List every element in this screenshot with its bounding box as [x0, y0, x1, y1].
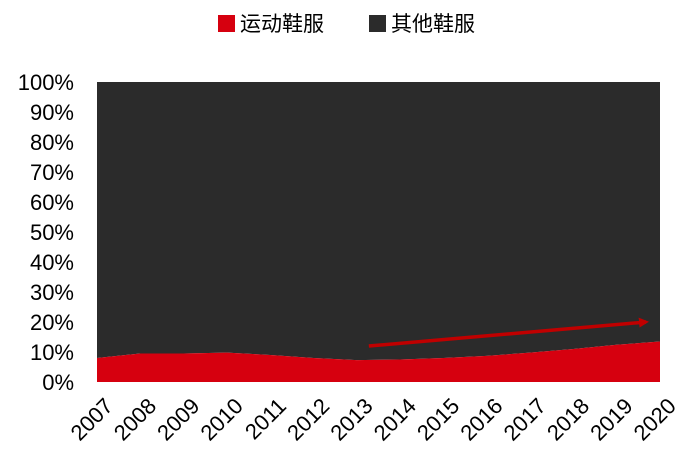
- legend-label-other: 其他鞋服: [391, 13, 475, 36]
- x-tick-label: 2012: [282, 393, 334, 445]
- x-axis: 2007200820092010201120122013201420152016…: [66, 393, 675, 445]
- y-tick-label: 100%: [18, 70, 74, 95]
- x-tick-label: 2020: [629, 393, 675, 445]
- x-tick-label: 2018: [542, 393, 594, 445]
- x-tick-label: 2016: [455, 393, 507, 445]
- legend-swatch-sport: [218, 15, 235, 32]
- plot-area: [97, 82, 660, 382]
- annotation-layer: [368, 317, 649, 348]
- y-tick-label: 30%: [30, 280, 74, 305]
- legend-label-sport: 运动鞋服: [240, 13, 324, 36]
- area-series-1: [97, 82, 660, 361]
- x-tick-label: 2008: [109, 393, 161, 445]
- x-tick-label: 2009: [152, 393, 204, 445]
- x-tick-label: 2011: [240, 393, 291, 444]
- x-tick-label: 2013: [325, 393, 377, 445]
- legend-swatch-other: [369, 15, 386, 32]
- y-tick-label: 80%: [30, 130, 74, 155]
- area-series-0: [97, 341, 660, 382]
- trend-arrow: [368, 317, 649, 348]
- y-tick-label: 60%: [30, 190, 74, 215]
- x-tick-label: 2007: [66, 393, 118, 445]
- y-tick-label: 40%: [30, 250, 74, 275]
- y-axis: 0% 10% 20% 30% 40% 50% 60% 70% 80% 90% 100%: [18, 70, 74, 395]
- y-tick-label: 20%: [30, 310, 74, 335]
- y-tick-label: 0%: [42, 370, 74, 395]
- y-tick-label: 90%: [30, 100, 74, 125]
- y-tick-label: 50%: [30, 220, 74, 245]
- y-tick-label: 10%: [30, 340, 74, 365]
- legend: 运动鞋服 其他鞋服: [218, 13, 475, 36]
- y-tick-label: 70%: [30, 160, 74, 185]
- x-tick-label: 2017: [499, 393, 551, 445]
- x-tick-label: 2019: [585, 393, 637, 445]
- x-tick-label: 2014: [369, 393, 421, 445]
- x-tick-label: 2015: [412, 393, 464, 445]
- x-tick-label: 2010: [195, 393, 247, 445]
